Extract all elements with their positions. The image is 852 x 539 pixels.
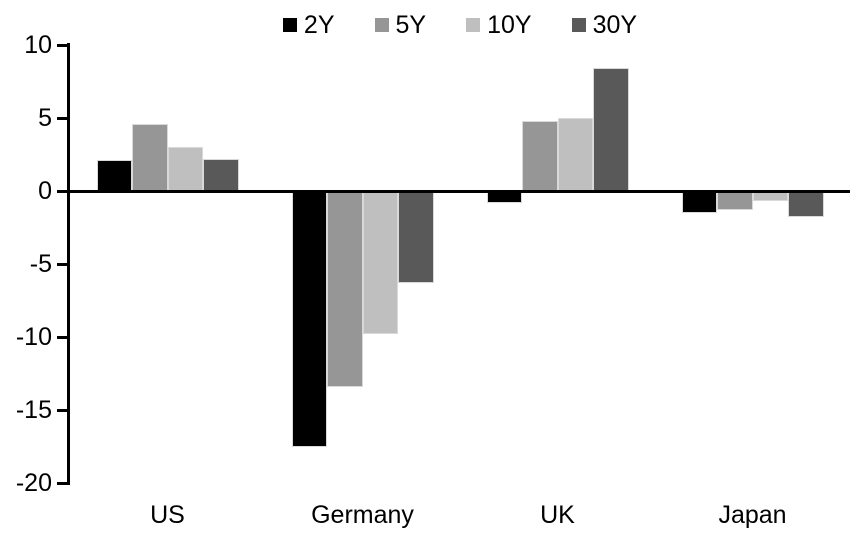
bar-10y-germany xyxy=(362,191,398,335)
chart-legend: 2Y 5Y 10Y 30Y xyxy=(70,10,850,40)
y-axis-tick-label: 10 xyxy=(24,31,52,59)
bar-2y-japan xyxy=(681,191,718,213)
legend-label-10y: 10Y xyxy=(487,11,532,39)
bar-30y-us xyxy=(203,158,239,191)
legend-item-5y: 5Y xyxy=(374,11,427,39)
x-axis-label-japan: Japan xyxy=(718,501,787,529)
y-axis-tick-label: -20 xyxy=(15,469,52,497)
bar-30y-germany xyxy=(398,191,434,283)
y-axis-tick-label: -5 xyxy=(29,250,52,278)
y-axis-tick xyxy=(57,482,70,485)
legend-swatch-30y xyxy=(571,18,586,32)
legend-swatch-2y xyxy=(282,18,297,32)
bar-30y-japan xyxy=(788,191,824,218)
y-axis-tick-label: 0 xyxy=(38,177,52,205)
y-axis-tick xyxy=(57,263,70,266)
y-axis-tick xyxy=(57,409,70,412)
bar-2y-us xyxy=(96,160,133,191)
y-axis-tick xyxy=(57,190,70,193)
bar-5y-us xyxy=(132,123,168,191)
legend-label-2y: 2Y xyxy=(303,11,335,39)
y-axis-tick-label: -15 xyxy=(15,396,52,424)
bar-5y-uk xyxy=(522,120,558,191)
legend-item-2y: 2Y xyxy=(282,11,335,39)
legend-item-30y: 30Y xyxy=(571,11,638,39)
bar-30y-uk xyxy=(593,68,629,191)
bar-10y-us xyxy=(167,147,203,191)
y-axis-tick xyxy=(57,44,70,47)
legend-swatch-10y xyxy=(466,18,481,32)
y-axis-tick xyxy=(57,117,70,120)
y-axis-tick-label: 5 xyxy=(38,104,52,132)
bar-5y-germany xyxy=(327,191,363,387)
legend-label-5y: 5Y xyxy=(395,11,427,39)
legend-swatch-5y xyxy=(374,18,389,32)
x-axis-label-uk: UK xyxy=(540,501,575,529)
bar-5y-japan xyxy=(717,191,753,210)
x-axis-label-us: US xyxy=(150,501,185,529)
y-axis-tick-label: -10 xyxy=(15,323,52,351)
bar-2y-germany xyxy=(291,191,328,447)
legend-item-10y: 10Y xyxy=(466,11,532,39)
y-axis-tick xyxy=(57,336,70,339)
bar-10y-uk xyxy=(557,118,593,191)
legend-label-30y: 30Y xyxy=(592,11,638,39)
zero-baseline xyxy=(67,190,850,193)
x-axis-label-germany: Germany xyxy=(311,501,414,529)
